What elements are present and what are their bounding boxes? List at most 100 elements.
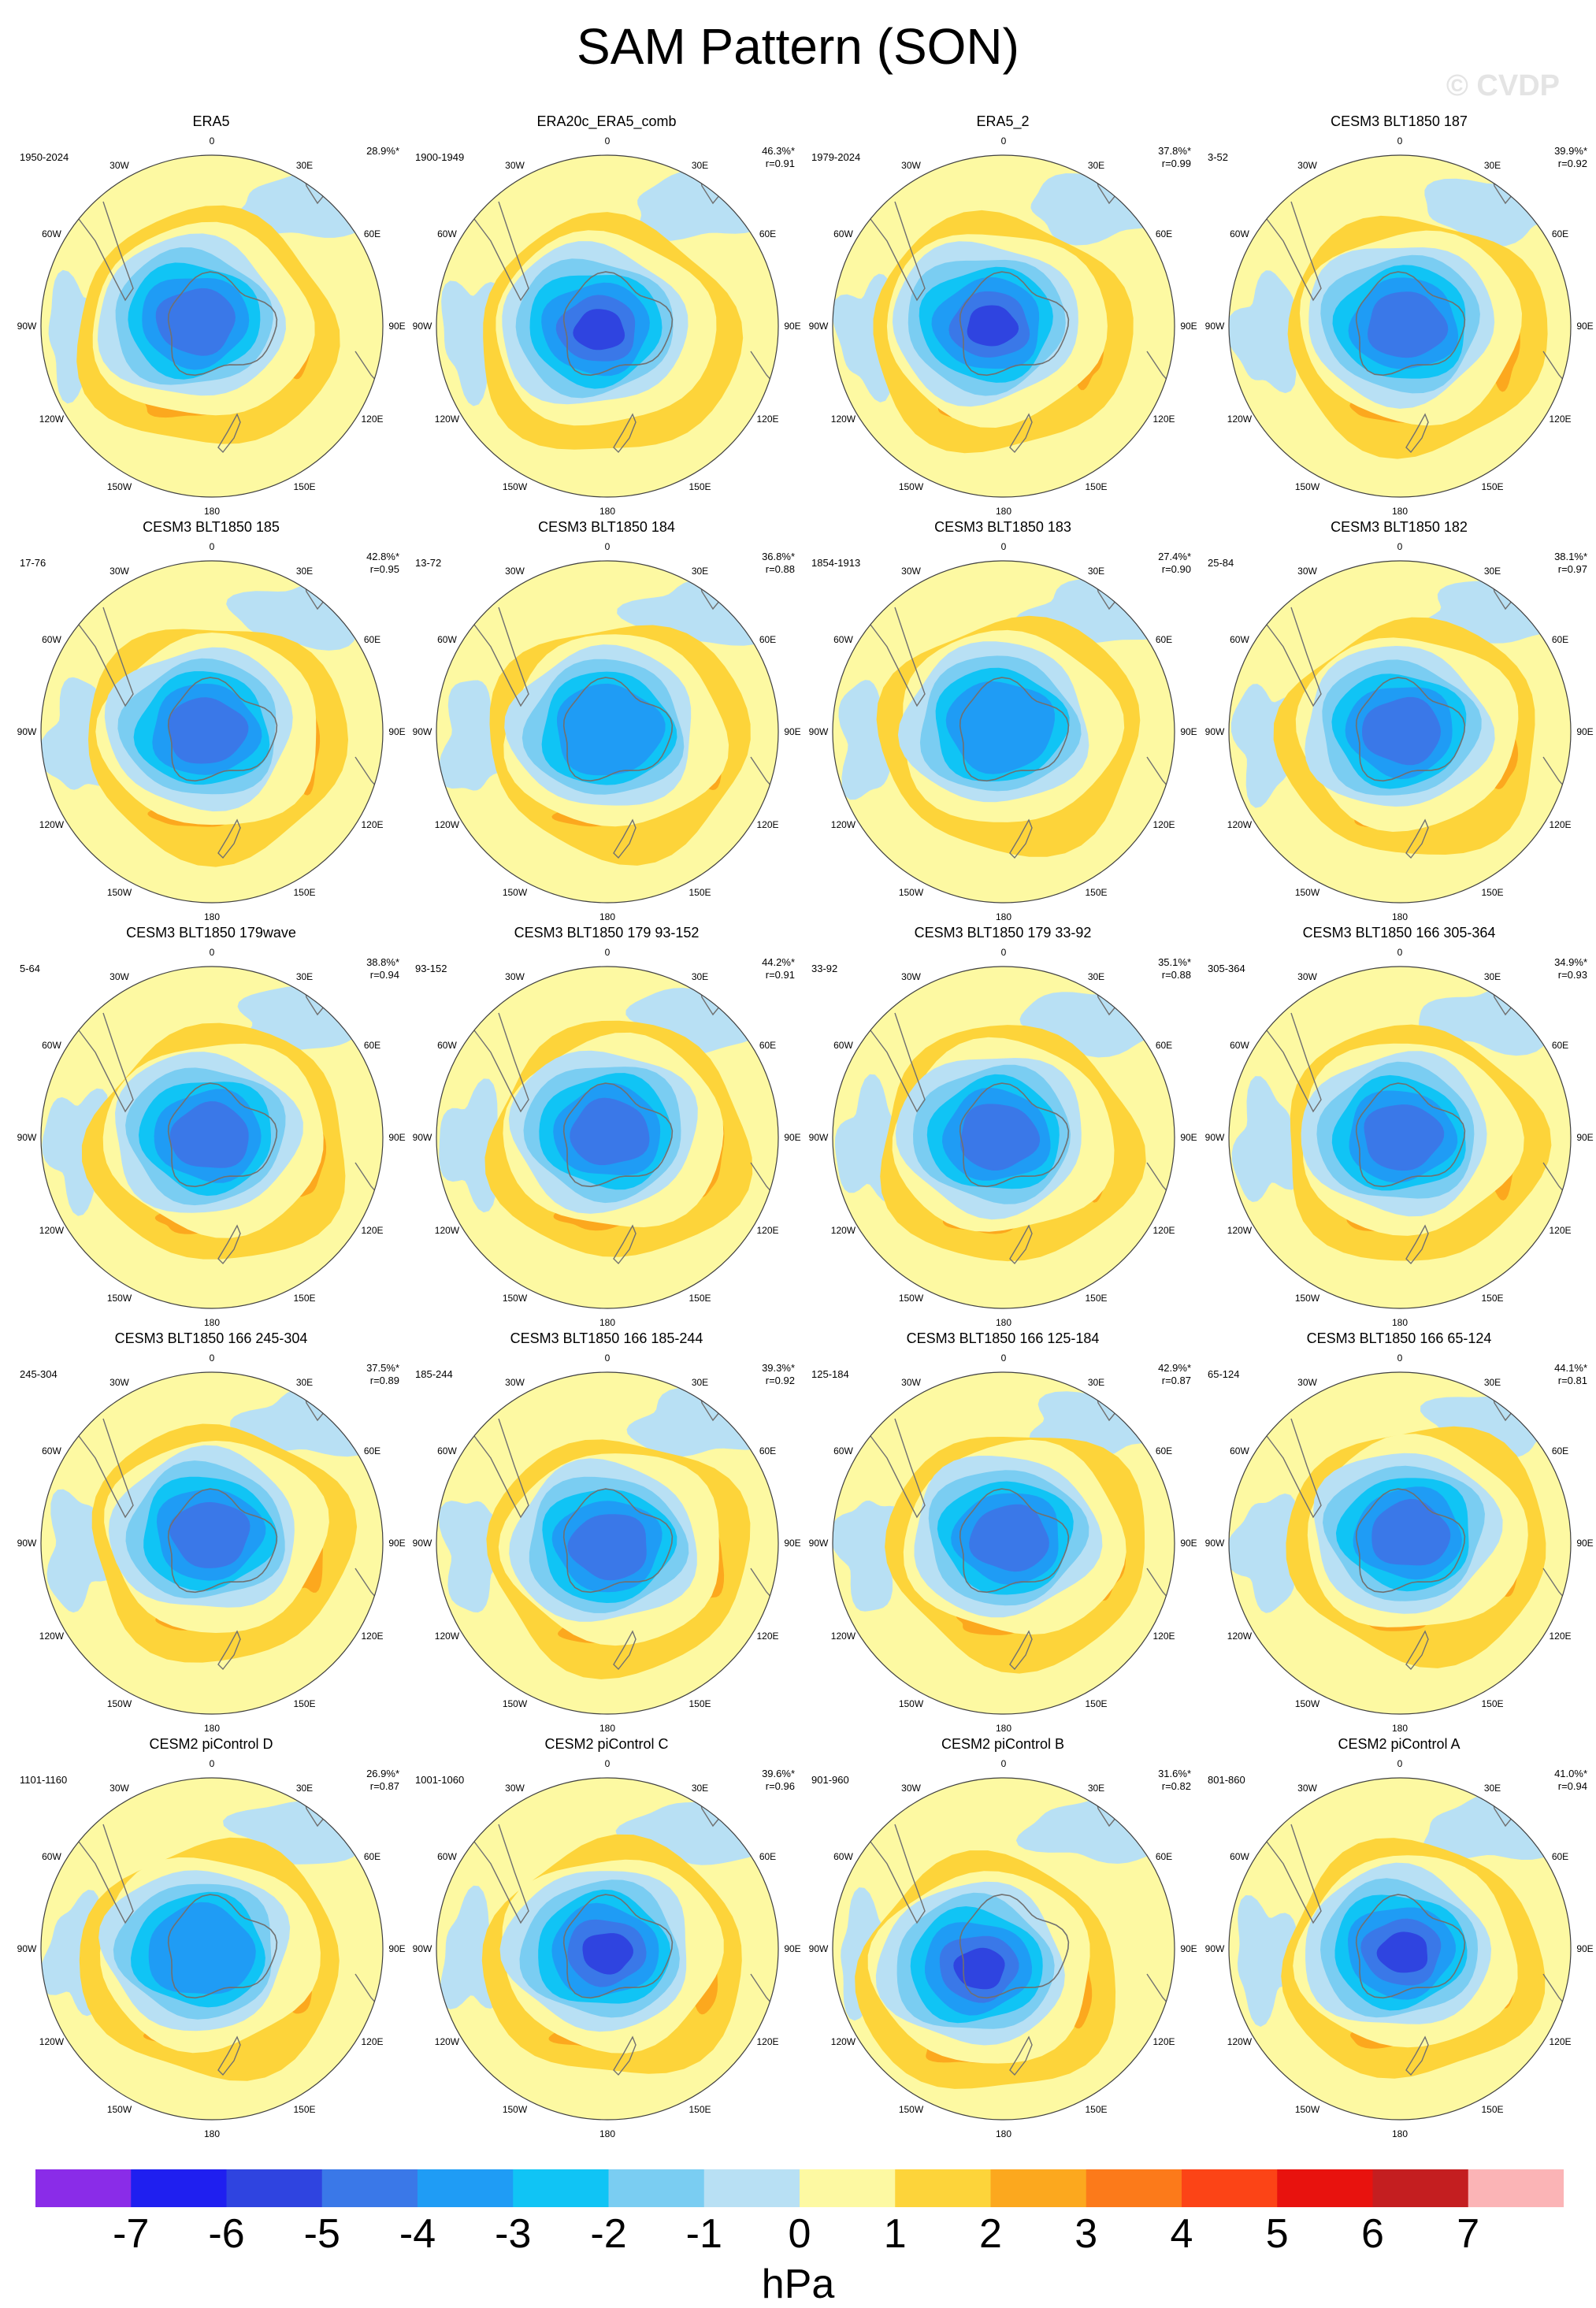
panel-title: ERA20c_ERA5_comb [536,113,677,129]
longitude-label: 30E [1483,566,1501,577]
panel-explained-variance: 27.4%* r=0.90 [1158,551,1191,576]
panel-title: ERA5_2 [976,113,1030,129]
panel-correlation: r=0.99 [1161,158,1191,169]
panel-title: CESM3 BLT1850 166 245-304 [114,1330,308,1346]
longitude-label: 180 [995,1723,1012,1734]
colorbar-tick-label: -2 [590,2211,627,2257]
map-boundary [436,1777,779,2121]
longitude-label: 180 [1391,2128,1409,2139]
longitude-label: 0 [604,541,611,552]
longitude-label: 60E [1155,1850,1173,1862]
map-panel: CESM3 BLT1850 184 13-72 36.8%* r=0.88 0 30E 60… [407,519,806,926]
longitude-label: 150W [898,2103,924,2115]
panel-correlation: r=0.97 [1557,563,1587,575]
longitude-label: 30W [109,1783,129,1794]
longitude-label: 90W [1204,321,1225,332]
longitude-label: 120W [830,1630,856,1642]
longitude-label: 120E [1152,818,1175,830]
panel-explained-variance: 44.2%* r=0.91 [762,956,795,981]
panel-correlation: r=0.91 [765,969,795,981]
negative-anomaly-contour [953,1947,1005,1990]
longitude-label: 120E [756,413,779,425]
map-boundary [1228,1371,1572,1715]
panel-period: 33-92 [811,963,838,974]
map-boundary [832,1371,1175,1715]
longitude-label: 180 [1391,1723,1409,1734]
longitude-label: 60W [833,228,853,239]
new-zealand-coastline [1405,1224,1429,1265]
new-zealand-coastline [217,818,241,859]
negative-anomaly-patch [838,680,911,800]
map-plot [1228,1371,1572,1715]
longitude-label: 180 [203,2128,221,2139]
longitude-label: 120W [39,413,65,425]
panel-correlation: r=0.94 [369,969,399,981]
map-panel: CESM2 piControl D 1101-1160 26.9%* r=0.87 0 3… [12,1736,410,2143]
south-america-coastline [1259,607,1322,707]
longitude-label: 30E [1483,1377,1501,1389]
longitude-label: 120W [1227,413,1253,425]
antarctica-coastline [562,677,674,782]
longitude-label: 0 [604,1353,611,1364]
negative-anomaly-patch [1237,1895,1302,2027]
longitude-label: 0 [1397,541,1403,552]
longitude-label: 60E [1155,1039,1173,1051]
new-zealand-coastline [1009,2035,1033,2076]
south-america-coastline [71,201,134,302]
longitude-label: 90E [388,1538,406,1549]
new-zealand-coastline [217,1224,241,1265]
longitude-label: 150E [1481,886,1504,898]
panel-title: CESM2 piControl C [544,1736,669,1752]
map-panel: CESM3 BLT1850 166 245-304 245-304 37.5%* r=… [12,1330,410,1737]
map-panel: CESM3 BLT1850 183 1854-1913 27.4%* r=0.90 0 3… [804,519,1202,926]
panel-period: 1854-1913 [811,557,861,569]
longitude-label: 180 [599,1723,616,1734]
map-boundary [436,560,779,904]
panel-explained-variance: 41.0%* r=0.94 [1554,1768,1587,1793]
longitude-label: 120E [756,1630,779,1642]
colorbar-swatch [703,2169,800,2207]
negative-anomaly-patch [1030,173,1174,246]
new-zealand-coastline [1405,2035,1429,2076]
antarctica-coastline [1355,271,1466,377]
longitude-label: 120E [361,1630,384,1642]
south-america-coastline [863,607,926,707]
longitude-label: 120W [434,1224,460,1236]
panel-explained-variance: 38.1%* r=0.97 [1554,551,1587,576]
colorbar-tick-label: 5 [1265,2211,1289,2257]
longitude-label: 60W [437,228,457,239]
colorbar-swatch [1468,2169,1564,2207]
panel-explained-variance: 37.8%* r=0.99 [1158,145,1191,170]
panel-correlation: r=0.81 [1557,1375,1587,1386]
new-zealand-coastline [217,2035,241,2076]
longitude-label: 30W [505,1377,525,1389]
panel-pct: 31.6%* [1158,1768,1191,1779]
longitude-label: 30W [1297,971,1317,983]
antarctica-coastline [959,677,1070,782]
longitude-label: 150W [502,1292,528,1304]
panel-pct: 39.9%* [1554,145,1587,157]
panel-correlation: r=0.92 [765,1375,795,1386]
negative-anomaly-contour [169,697,249,764]
colorbar-swatch [1372,2169,1469,2207]
longitude-label: 60E [1551,1445,1569,1456]
longitude-label: 120E [1549,2035,1572,2047]
longitude-label: 150W [502,1698,528,1709]
longitude-label: 120W [434,413,460,425]
map-plot [436,560,779,904]
longitude-label: 90W [1204,1538,1225,1549]
colorbar-tick-label: -3 [495,2211,532,2257]
longitude-label: 90E [1576,1943,1594,1954]
map-panel: CESM3 BLT1850 179wave 5-64 38.8%* r=0.94 0 30… [12,925,410,1331]
south-america-coastline [1259,1418,1322,1519]
map-panel: CESM2 piControl A 801-860 41.0%* r=0.94 0 30E… [1200,1736,1596,2143]
map-plot [832,560,1175,904]
new-zealand-coastline [1009,818,1033,859]
longitude-label: 150W [106,1292,132,1304]
new-zealand-coastline [613,818,637,859]
longitude-label: 90W [808,1538,829,1549]
longitude-label: 150E [1085,2103,1108,2115]
panel-correlation: r=0.89 [369,1375,399,1386]
south-america-coastline [1259,1012,1322,1113]
longitude-label: 0 [1000,135,1007,147]
